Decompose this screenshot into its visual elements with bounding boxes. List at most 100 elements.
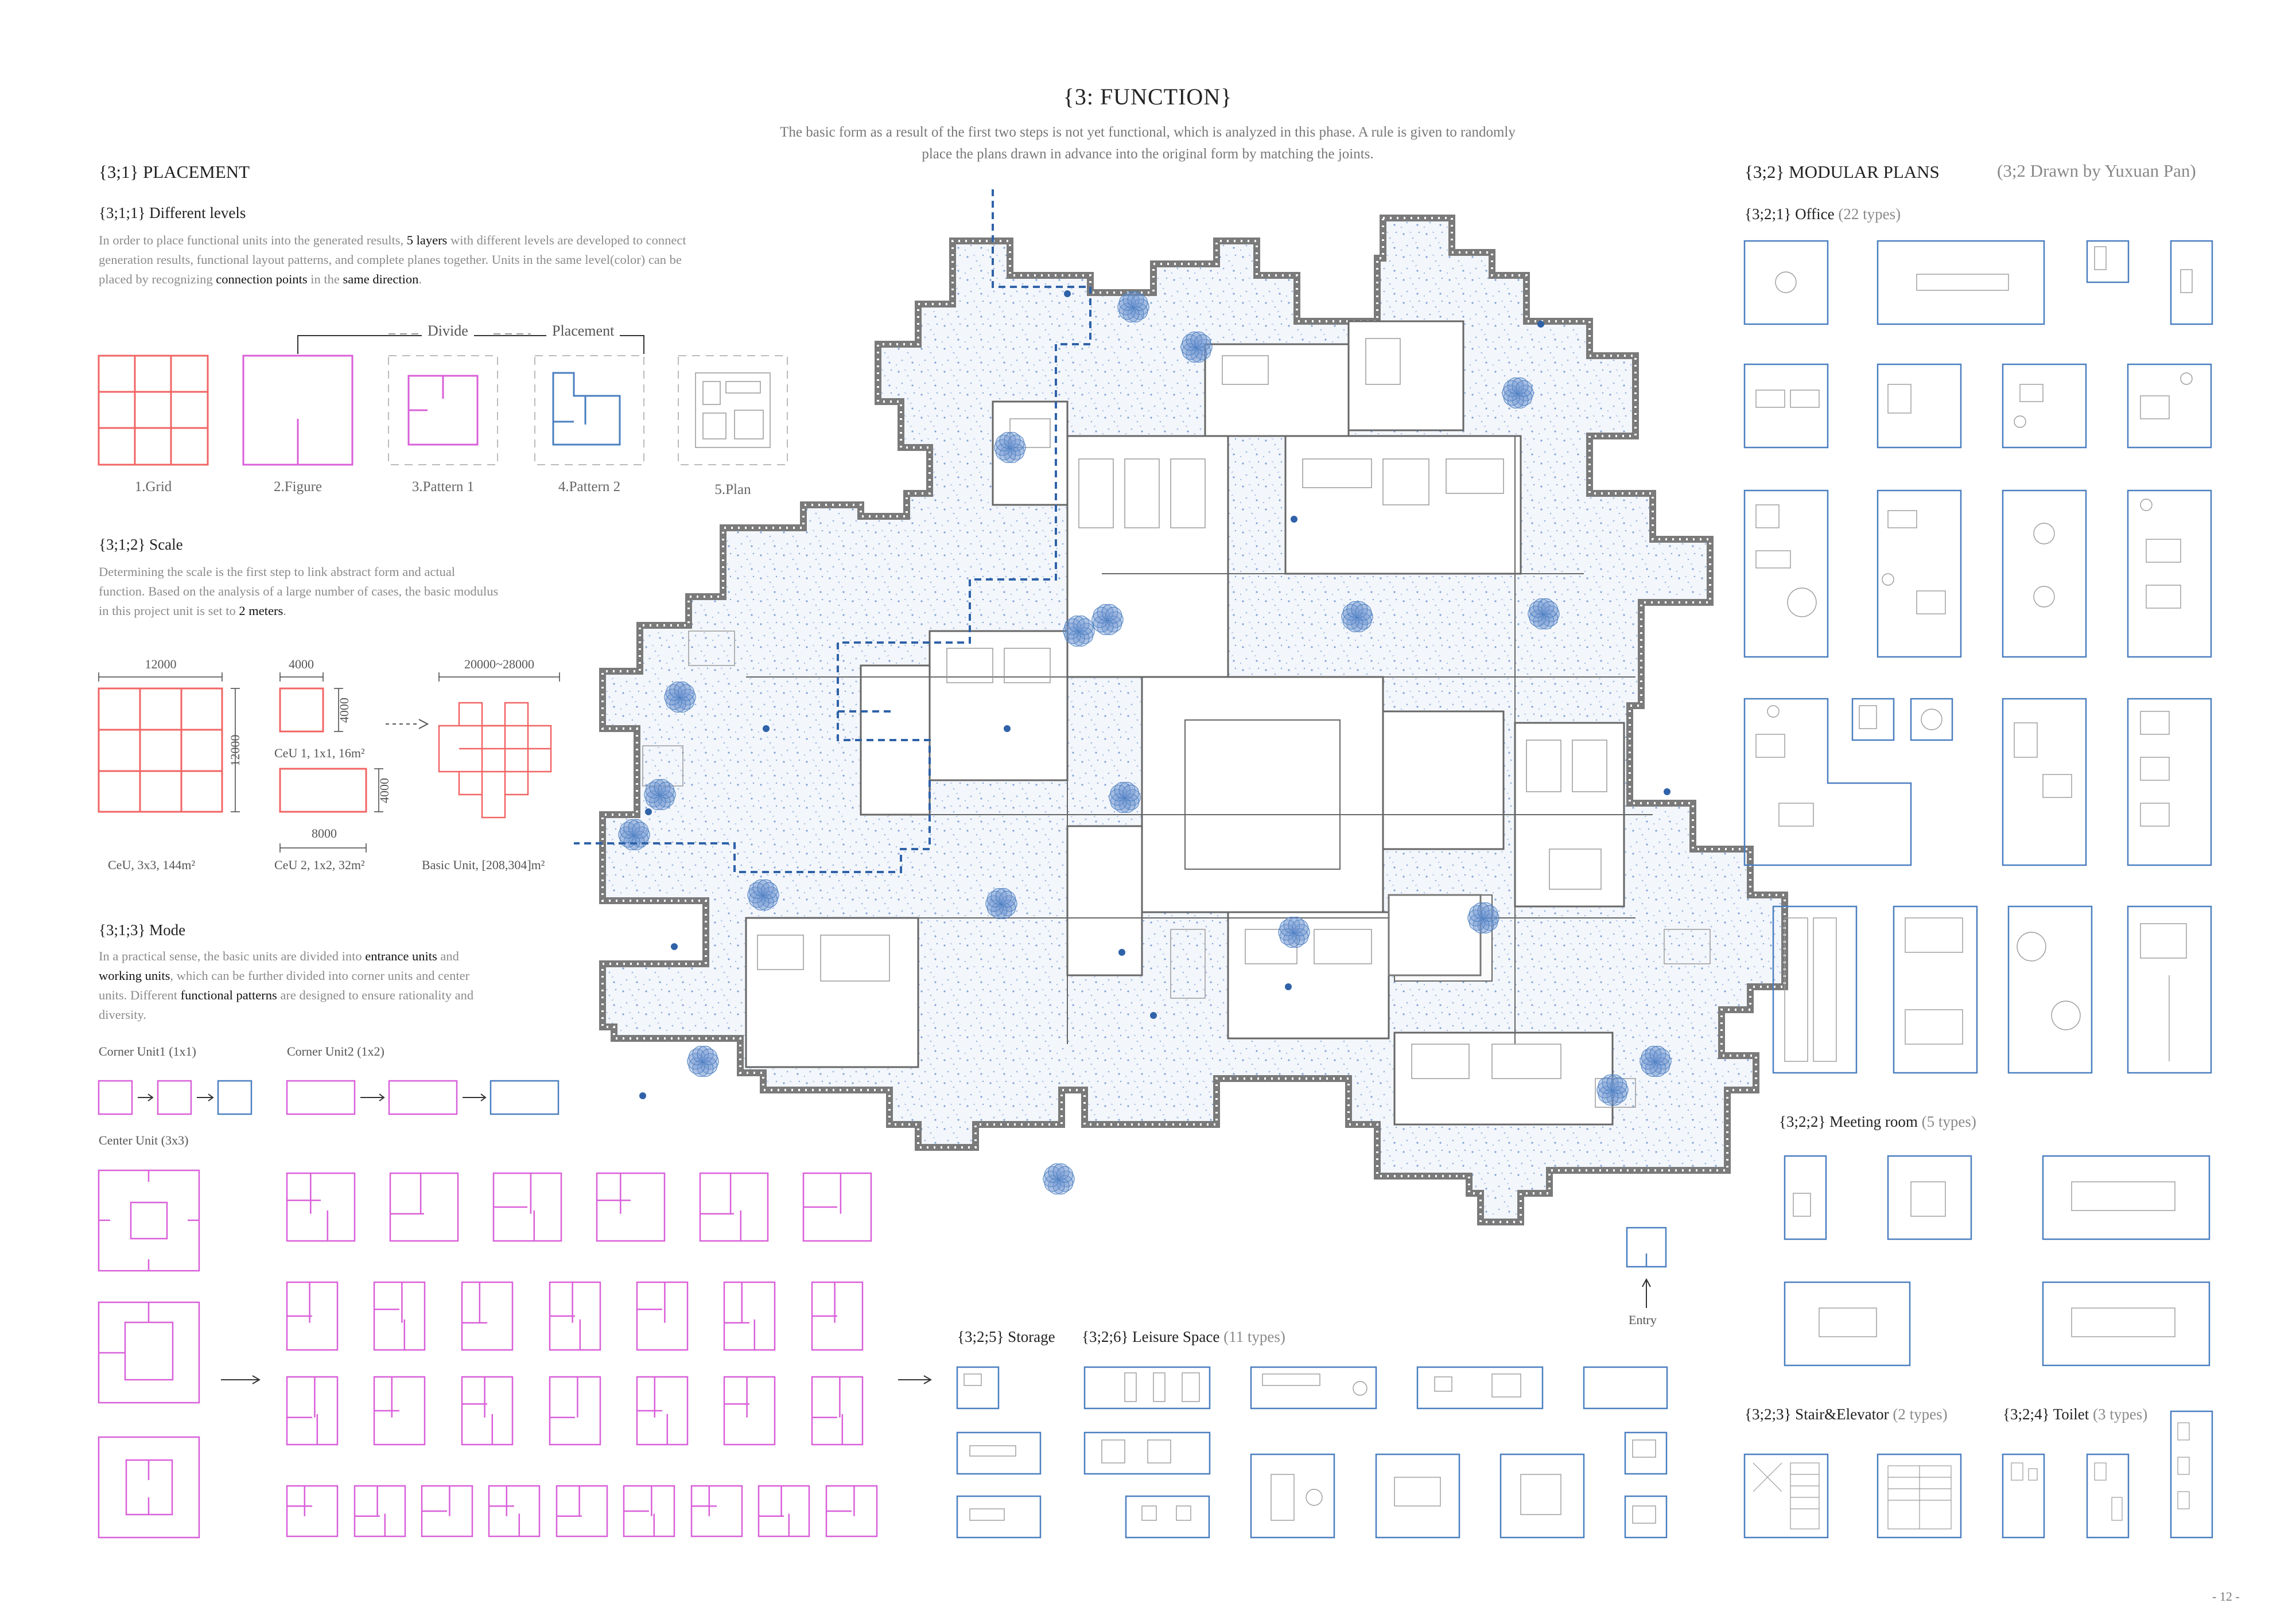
tree-canopy	[1077, 618, 1094, 635]
page-title: {3: FUNCTION}	[1063, 84, 1233, 110]
plan-furniture	[642, 338, 1711, 1108]
page-number: - 12 -	[2212, 1589, 2240, 1603]
divide-label: Divide	[422, 322, 474, 340]
leisure-plans	[1083, 1366, 1668, 1539]
step-label: 5.Plan	[714, 482, 751, 497]
ceu-grid	[98, 687, 223, 813]
pattern-cell	[757, 1485, 810, 1538]
basic-unit-shape	[438, 702, 552, 819]
leisure-count: (11 types)	[1223, 1328, 1285, 1345]
mode-emph: working units	[99, 968, 170, 983]
entry-label: Entry	[1629, 1313, 1657, 1327]
tree-canopy	[1653, 1048, 1670, 1065]
step-label: 3.Pattern 1	[411, 479, 475, 495]
center-units	[98, 1169, 200, 1539]
levels-text: placed by recognizing	[99, 272, 216, 286]
levels-heading: {3;1;1} Different levels	[99, 204, 246, 221]
figure-shape	[242, 355, 353, 466]
step-label: 1.Grid	[134, 479, 172, 495]
toilet-count: (3 types)	[2093, 1406, 2148, 1423]
unit-boundary	[574, 189, 1091, 873]
stair-plans	[1743, 1453, 1962, 1539]
pattern-cell	[555, 1485, 608, 1538]
pattern-cell	[286, 1376, 339, 1446]
ceu2-label: CeU 2, 1x2, 32m²	[274, 858, 365, 872]
levels-emph: 5 layers	[406, 233, 448, 247]
tree-canopy	[1131, 294, 1148, 311]
tree-canopy	[1541, 601, 1559, 618]
levels-text: in the	[307, 272, 343, 286]
office-label: {3;2;1} Office	[1745, 205, 1835, 223]
tree-canopy	[1610, 1077, 1627, 1094]
pattern-2-shape	[552, 372, 621, 446]
office-plans	[1743, 240, 2213, 1074]
ceu1-label: CeU 1, 1x1, 16m²	[274, 746, 365, 760]
pattern-cell	[699, 1172, 769, 1242]
storage-heading: {3;2;5} Storage	[957, 1328, 1055, 1345]
pattern-cell	[596, 1172, 666, 1242]
scale-emph: 2 meters	[239, 604, 283, 618]
mode-text: are designed to ensure rationality and	[277, 988, 474, 1002]
intro-line-1: The basic form as a result of the first …	[780, 124, 1516, 140]
mode-emph: entrance units	[365, 949, 437, 963]
scale-line: Determining the scale is the first step …	[99, 565, 456, 579]
tree-canopy	[658, 781, 675, 799]
mode-text: diversity.	[99, 1007, 146, 1022]
tree-canopy	[1355, 604, 1372, 621]
pattern-cell	[690, 1485, 743, 1538]
entry-marker	[1626, 1227, 1667, 1268]
pattern-cell	[636, 1281, 689, 1351]
tree-canopy	[1194, 334, 1211, 351]
tree-canopy	[1105, 606, 1122, 624]
mode-heading: {3;1;3} Mode	[99, 921, 186, 939]
levels-text: generation results, functional layout pa…	[99, 252, 682, 267]
intro-line-2: place the plans drawn in advance into th…	[922, 146, 1374, 162]
mode-text: units. Different	[99, 988, 181, 1002]
tree-canopy	[701, 1048, 718, 1065]
scale-line: function. Based on the analysis of a lar…	[99, 584, 499, 598]
pattern-cell	[549, 1376, 601, 1446]
mode-paragraph: In a practical sense, the basic units ar…	[99, 947, 558, 1025]
corner-units	[98, 1080, 458, 1115]
office-count: (22 types)	[1838, 205, 1901, 223]
dim-range: 20000~28000	[464, 657, 534, 671]
mode-arrows	[138, 1093, 932, 1384]
scale-heading: {3;1;2} Scale	[99, 536, 183, 553]
leisure-heading: {3;2;6} Leisure Space (11 types)	[1082, 1328, 1285, 1346]
intro-text: The basic form as a result of the first …	[631, 122, 1664, 165]
placement-heading: {3;1} PLACEMENT	[99, 162, 250, 182]
pattern-cell	[389, 1172, 459, 1242]
step-label: 2.Figure	[273, 479, 323, 495]
levels-text: In order to place functional units into …	[99, 233, 407, 247]
levels-emph: same direction	[343, 272, 419, 286]
corner-unit-2-label: Corner Unit2 (1x2)	[287, 1044, 384, 1058]
tree-canopy	[632, 822, 649, 839]
step-label: 4.Pattern 2	[558, 479, 621, 495]
tree-canopy	[678, 684, 695, 701]
stair-details	[1753, 1462, 1952, 1529]
toilet-details	[2011, 1422, 2190, 1521]
levels-text: .	[418, 272, 422, 286]
grid-figure	[98, 355, 209, 466]
scale-line: .	[283, 604, 286, 618]
stair-heading: {3;2;3} Stair&Elevator (2 types)	[1745, 1406, 1948, 1423]
pattern-cell	[723, 1281, 776, 1351]
small-plan-furniture	[964, 1372, 1656, 1524]
pattern-cell	[286, 1172, 356, 1242]
pattern-cell	[723, 1376, 776, 1446]
tree-canopy	[1481, 905, 1498, 922]
dim-12000: 12000	[145, 657, 177, 671]
plan-rooms	[745, 320, 1625, 1126]
meeting-room-plans	[1784, 1155, 2210, 1367]
storage-plans	[956, 1366, 1042, 1539]
tree-canopy	[761, 882, 778, 899]
modular-heading: {3;2} MODULAR PLANS	[1745, 162, 1940, 182]
meeting-count: (5 types)	[1921, 1113, 1976, 1130]
stair-count: (2 types)	[1893, 1406, 1948, 1423]
